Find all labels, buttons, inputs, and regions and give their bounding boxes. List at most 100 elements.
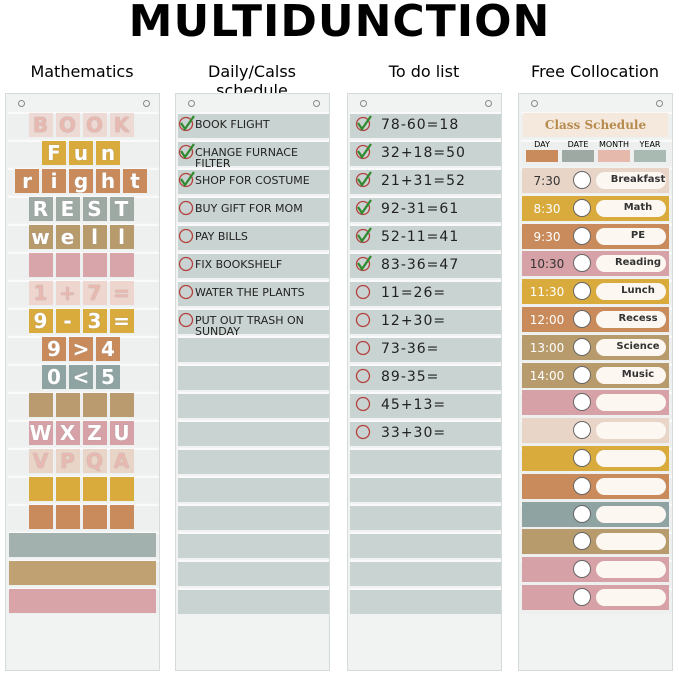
letter-tile: K xyxy=(109,113,134,137)
clock xyxy=(573,504,591,523)
math-task: 21+31=52 xyxy=(381,173,466,189)
letter-tile: B xyxy=(28,113,53,137)
pocket-row xyxy=(178,448,329,474)
letter-tile: 0 xyxy=(42,365,66,389)
letter-tile: 9 xyxy=(28,309,53,333)
date-field: MONTH xyxy=(598,140,630,149)
letter-tile: P xyxy=(55,449,80,473)
letter-tile: V xyxy=(28,449,53,473)
letter-tile: 5 xyxy=(96,365,120,389)
date-field: YEAR xyxy=(639,140,661,149)
label-pill xyxy=(596,311,666,328)
activity: Math xyxy=(623,201,653,213)
clock xyxy=(573,254,591,273)
blank-tile xyxy=(109,393,134,417)
pocket-row xyxy=(178,476,329,502)
pocket-row xyxy=(350,504,501,530)
blank-tile xyxy=(28,393,53,417)
empty-circle xyxy=(178,312,194,328)
pocket-row xyxy=(178,504,329,530)
label-pill xyxy=(596,561,666,579)
letter-tile: l xyxy=(109,225,134,249)
math-task: 89-35= xyxy=(381,369,440,385)
label-pill xyxy=(596,283,666,301)
blank-tile xyxy=(28,477,53,501)
clock xyxy=(573,198,591,217)
pocket-row xyxy=(350,560,501,586)
label-pill xyxy=(596,199,666,217)
clock xyxy=(573,171,591,189)
math-task: 92-31=61 xyxy=(381,201,460,217)
pocket-row xyxy=(350,336,501,362)
empty-circle xyxy=(355,368,371,384)
empty-circle xyxy=(355,284,371,300)
blank-strip xyxy=(9,561,156,585)
label-pill xyxy=(596,450,666,467)
task: PAY BILLS xyxy=(195,230,248,243)
pocket-row xyxy=(350,364,501,390)
check-mark xyxy=(355,143,372,160)
pocket-row xyxy=(178,532,329,558)
letter-tile: + xyxy=(55,281,80,305)
letter-tile: > xyxy=(69,337,93,361)
pocket-row xyxy=(178,560,329,586)
blank-strip xyxy=(9,589,156,613)
pocket-row xyxy=(178,588,329,614)
blank-tile xyxy=(109,253,134,277)
letter-tile: h xyxy=(96,169,120,193)
grommet xyxy=(485,100,492,107)
math-task: 52-11=41 xyxy=(381,229,460,245)
empty-circle xyxy=(355,424,371,440)
pocket-row xyxy=(350,140,501,166)
pocket-row xyxy=(350,420,501,446)
empty-circle xyxy=(355,340,371,356)
letter-tile: w xyxy=(28,225,53,249)
date-box xyxy=(598,150,630,162)
empty-circle xyxy=(355,396,371,412)
label-pill xyxy=(596,422,666,440)
card-title: Class Schedule xyxy=(523,113,668,137)
blank-tile xyxy=(109,505,134,529)
math-task: 11=26= xyxy=(381,285,447,301)
letter-tile: < xyxy=(69,365,93,389)
check-mark xyxy=(178,171,195,188)
empty-circle xyxy=(178,228,194,244)
letter-tile: S xyxy=(82,197,107,221)
clock xyxy=(573,226,591,245)
math-task: 33+30= xyxy=(381,425,447,441)
column-heading: Mathematics xyxy=(30,62,134,81)
clock xyxy=(573,393,591,412)
letter-tile: O xyxy=(55,113,80,137)
label-pill xyxy=(596,477,666,495)
letter-tile: O xyxy=(82,113,107,137)
letter-tile: W xyxy=(28,421,53,445)
clock xyxy=(573,365,591,384)
letter-tile: U xyxy=(109,421,134,445)
letter-tile: F xyxy=(42,141,66,165)
pocket-row xyxy=(178,112,329,138)
time: 11:30 xyxy=(529,285,565,300)
letter-tile: u xyxy=(69,141,93,165)
letter-tile: T xyxy=(109,197,134,221)
letter-tile: E xyxy=(55,197,80,221)
grommet xyxy=(188,100,195,107)
task: PUT OUT TRASH ON SUNDAY xyxy=(195,314,304,338)
letter-tile: g xyxy=(69,169,93,193)
clock xyxy=(573,532,591,551)
blank-tile xyxy=(82,393,107,417)
letter-tile: R xyxy=(28,197,53,221)
label-pill xyxy=(596,394,666,412)
pocket-row xyxy=(350,224,501,250)
grommet xyxy=(656,100,663,107)
empty-circle xyxy=(355,312,371,328)
pocket-row xyxy=(178,252,329,278)
date-field: DAY xyxy=(534,140,550,149)
activity: Reading xyxy=(614,257,662,269)
pocket-row xyxy=(350,196,501,222)
pocket-row xyxy=(350,476,501,502)
letter-tile: = xyxy=(109,309,134,333)
letter-tile: n xyxy=(96,141,120,165)
task: FIX BOOKSHELF xyxy=(195,258,283,271)
time: 9:30 xyxy=(533,229,561,244)
